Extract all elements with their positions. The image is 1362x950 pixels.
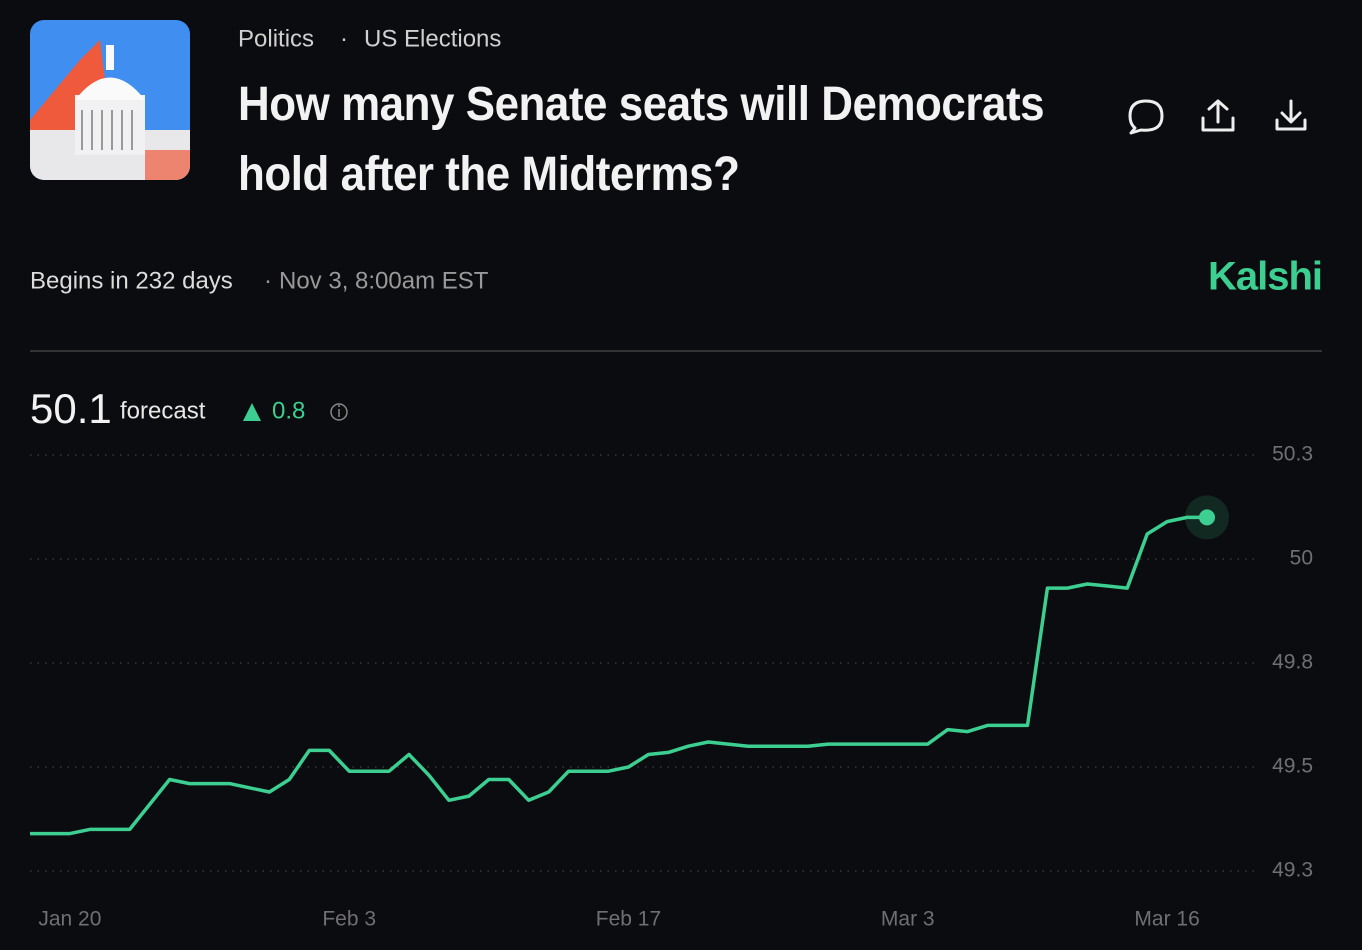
market-image — [30, 20, 190, 180]
y-tick-label: 49.8 — [1272, 651, 1313, 674]
info-icon[interactable] — [330, 403, 348, 421]
date: Nov 3, 8:00am EST — [279, 267, 489, 294]
share-icon[interactable] — [1201, 99, 1235, 132]
comment-icon[interactable] — [1128, 99, 1164, 135]
forecast-label: forecast — [120, 397, 206, 424]
breadcrumb[interactable]: US Elections — [364, 25, 501, 52]
up-arrow — [243, 403, 261, 421]
separator: · — [264, 267, 272, 294]
download-icon[interactable] — [1275, 99, 1307, 131]
x-tick-label: Feb 17 — [596, 908, 661, 931]
endpoint — [1199, 509, 1215, 526]
chart: 50.3 50 49.8 49.5 49.3 Jan 20 Feb 3 Feb 17 Mar 3… — [30, 443, 1313, 931]
x-tick-label: Jan 20 — [38, 908, 101, 931]
x-tick-label: Mar 3 — [881, 908, 935, 931]
market-title: How many Senate seats will Democrats hol… — [238, 78, 1045, 201]
y-tick-label: 49.3 — [1272, 859, 1313, 882]
y-tick-label: 50.3 — [1272, 443, 1313, 466]
status: Begins in 232 days — [30, 267, 233, 294]
y-tick-label: 50 — [1290, 547, 1313, 570]
breadcrumb[interactable]: Politics — [238, 25, 314, 52]
brand-logo[interactable]: Kalshi — [1208, 255, 1323, 299]
forecast-value: 50.1 — [30, 385, 112, 432]
forecast-change: 0.8 — [272, 397, 305, 424]
line — [30, 515, 1207, 836]
y-tick-label: 49.5 — [1272, 755, 1313, 778]
separator: · — [340, 25, 348, 52]
x-tick-label: Mar 16 — [1134, 908, 1199, 931]
x-tick-label: Feb 3 — [322, 908, 376, 931]
